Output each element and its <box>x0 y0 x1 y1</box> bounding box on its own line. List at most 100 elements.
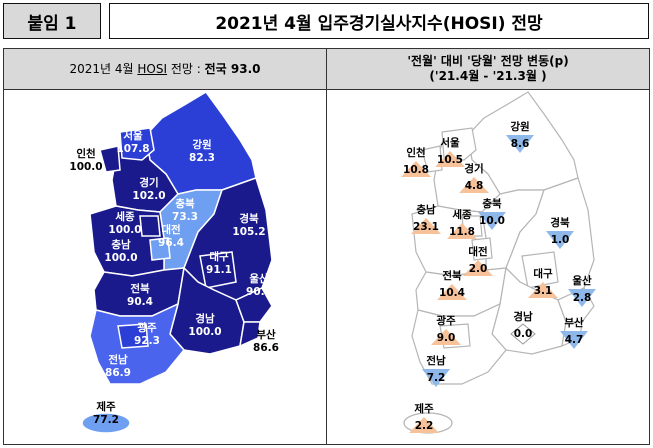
hosi-label-sejong-name: 세종 <box>115 210 135 223</box>
change-label-seoul-value: 10.5 <box>437 154 463 166</box>
up-arrow-icon-chungnam <box>411 218 441 234</box>
hosi-label-incheon-name: 인천 <box>76 147 95 160</box>
change-label-gyeonggi-value: 4.8 <box>465 180 484 192</box>
change-label-gyeongbuk-value: 1.0 <box>551 234 570 246</box>
region-daegu <box>199 251 237 289</box>
down-arrow-icon-jeonnam <box>422 369 450 387</box>
change-label-daegu-value: 3.1 <box>534 285 553 297</box>
hosi-label-daejeon-name: 대전 <box>161 223 180 236</box>
region-daejeon <box>149 237 171 261</box>
national-value: 전국 93.0 <box>204 61 261 76</box>
change-label-busan-name: 부산 <box>564 316 584 329</box>
hosi-label-gyeonggi-name: 경기 <box>139 176 158 189</box>
change-label-gwangju-value: 9.0 <box>437 332 456 344</box>
hosi-label-busan-name: 부산 <box>256 328 276 341</box>
region-seoul <box>119 127 155 161</box>
down-arrow-icon-chungbuk <box>478 212 506 230</box>
hosi-label-jeonbuk-value: 90.4 <box>127 296 153 308</box>
change-label-ulsan-value: 2.8 <box>573 292 592 304</box>
change-label-sejong-name: 세종 <box>452 208 472 221</box>
change-label-gwangju-name: 광주 <box>436 315 456 327</box>
change-label-gyeongnam-name: 경남 <box>513 310 533 323</box>
change-label-sejong-value: 11.8 <box>449 226 475 238</box>
change-label-daejeon-name: 대전 <box>468 245 487 258</box>
maps-panel: 2021년 4월 HOSI 전망 : 전국 93.0 '전월' 대비 '당월' … <box>3 48 650 445</box>
flat-diamond-icon-gyeongnam <box>510 323 536 345</box>
down-arrow-icon-gyeongbuk <box>546 231 574 249</box>
down-arrow-icon-busan <box>560 331 588 349</box>
hosi-label-jeonnam-value: 86.9 <box>105 367 131 379</box>
hosi-label-gyeongnam-value: 100.0 <box>188 326 221 338</box>
change-header-line2: ('21.4월 - '21.3월 ) <box>429 69 547 83</box>
hosi-label-gangwon-name: 강원 <box>192 138 211 151</box>
hosi-label-jeonnam-name: 전남 <box>108 353 128 366</box>
panel-divider <box>326 89 327 444</box>
change-label-gyeonggi-name: 경기 <box>464 162 483 175</box>
region-sejong <box>139 215 161 237</box>
change-label-daegu-name: 대구 <box>533 267 553 280</box>
up-arrow-icon-jeju <box>409 417 439 433</box>
right-map-header: '전월' 대비 '당월' 전망 변동(p) ('21.4월 - '21.3월 ) <box>327 49 649 90</box>
region-busan <box>239 321 261 348</box>
hosi-label-ulsan-value: 90.0 <box>246 286 272 298</box>
change-label-incheon-value: 10.8 <box>403 164 429 176</box>
header-hosi: HOSI <box>137 61 168 76</box>
change-label-jeju-name: 제주 <box>414 402 434 415</box>
hosi-label-gangwon-value: 82.3 <box>189 152 215 164</box>
change-region-daejeon <box>471 237 493 261</box>
region-jeju <box>81 412 131 434</box>
change-label-gangwon-name: 강원 <box>510 120 529 133</box>
hosi-label-gyeongbuk-value: 105.2 <box>232 226 265 238</box>
change-label-seoul-name: 서울 <box>440 136 460 149</box>
hosi-label-daejeon-value: 96.4 <box>158 237 184 249</box>
change-label-ulsan-name: 울산 <box>572 274 592 287</box>
up-arrow-icon-seoul <box>435 151 465 167</box>
down-arrow-icon-ulsan <box>568 289 596 307</box>
hosi-label-gwangju-name: 광주 <box>137 322 157 334</box>
up-arrow-icon-jeonbuk <box>437 284 467 300</box>
hosi-label-seoul-name: 서울 <box>123 129 143 142</box>
change-label-jeonnam-name: 전남 <box>426 354 446 367</box>
region-gwangju <box>117 323 149 349</box>
change-label-gangwon-value: 8.6 <box>511 138 530 150</box>
header-suffix: 전망 : <box>167 61 205 76</box>
hosi-label-sejong-value: 100.0 <box>108 224 141 236</box>
change-label-chungnam-value: 23.1 <box>413 221 439 233</box>
hosi-label-daegu-name: 대구 <box>209 250 229 263</box>
hosi-label-jeju-value: 77.2 <box>93 414 119 426</box>
hosi-label-ulsan-name: 울산 <box>249 272 269 285</box>
hosi-label-busan-value: 86.6 <box>253 342 279 354</box>
change-label-jeonnam-value: 7.2 <box>427 372 446 384</box>
down-arrow-icon-gangwon <box>506 135 534 153</box>
hosi-label-incheon-value: 100.0 <box>69 161 102 173</box>
hosi-label-seoul-value: 107.8 <box>116 143 149 155</box>
change-label-jeonbuk-value: 10.4 <box>439 287 465 299</box>
up-arrow-icon-gwangju <box>431 329 461 345</box>
hosi-label-chungnam-name: 충남 <box>111 238 131 251</box>
change-label-gyeongbuk-name: 경북 <box>550 216 570 229</box>
change-label-jeonbuk-name: 전북 <box>442 269 462 282</box>
hosi-label-gwangju-value: 92.3 <box>134 335 160 347</box>
hosi-label-chungbuk-value: 73.3 <box>172 211 198 223</box>
change-label-daejeon-value: 2.0 <box>469 263 488 275</box>
up-arrow-icon-gyeonggi <box>459 177 489 193</box>
hosi-label-gyeongnam-name: 경남 <box>195 312 215 325</box>
title-bar: 붙임 1 2021년 4월 입주경기실사지수(HOSI) 전망 <box>3 3 649 39</box>
region-incheon <box>99 145 121 173</box>
change-label-jeju-value: 2.2 <box>415 420 434 432</box>
header-prefix: 2021년 4월 <box>69 61 138 76</box>
hosi-label-chungbuk-name: 충북 <box>175 197 195 210</box>
change-label-chungbuk-value: 10.0 <box>479 215 505 227</box>
hosi-label-chungnam-value: 100.0 <box>104 252 137 264</box>
hosi-label-gyeongbuk-name: 경북 <box>239 212 259 225</box>
hosi-label-daegu-value: 91.1 <box>206 264 232 276</box>
region-ulsan <box>235 287 273 323</box>
change-label-incheon-name: 인천 <box>406 146 425 159</box>
hosi-label-jeju-name: 제주 <box>96 400 116 413</box>
up-arrow-icon-daegu <box>528 282 558 298</box>
change-region-daegu <box>521 251 559 289</box>
hosi-label-gyeonggi-value: 102.0 <box>132 190 165 202</box>
up-arrow-icon-sejong <box>447 223 477 239</box>
change-label-gyeongnam-value: 0.0 <box>514 328 533 340</box>
